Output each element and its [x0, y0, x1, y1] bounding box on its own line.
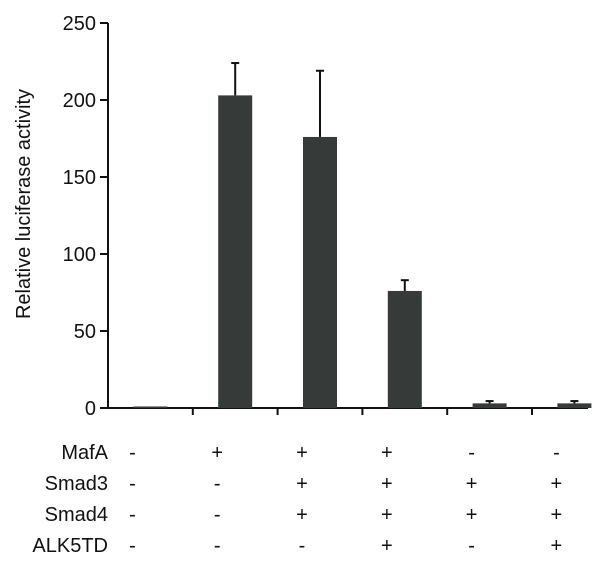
condition-sign: -	[468, 535, 475, 557]
x-axis	[108, 407, 588, 415]
condition-sign: +	[296, 504, 308, 526]
condition-label-alk5td: ALK5TD	[32, 535, 108, 557]
condition-sign: +	[296, 442, 308, 464]
y-tick-label: 150	[63, 167, 96, 189]
condition-label-mafa: MafA	[61, 442, 108, 464]
condition-table: MafA - + + + - -Smad3- - + + + +Smad4- - + + + +ALK5TD - -…	[32, 442, 562, 557]
condition-sign: +	[381, 535, 393, 557]
condition-sign: +	[211, 442, 223, 464]
y-tick-label: 50	[74, 321, 96, 343]
condition-label-smad3: Smad3	[45, 473, 108, 495]
condition-sign: -	[299, 535, 306, 557]
condition-sign: -	[553, 442, 560, 464]
y-tick-label: 0	[85, 398, 96, 420]
y-axis: 0 50 100 150 200 250	[63, 13, 109, 420]
condition-sign: +	[466, 473, 478, 495]
condition-sign: +	[466, 504, 478, 526]
bar-3	[303, 136, 337, 408]
y-axis-label: Relative luciferase activity	[13, 89, 35, 319]
bar-6	[557, 403, 592, 408]
error-bars	[231, 62, 579, 404]
bar-2	[218, 95, 253, 408]
condition-sign: +	[551, 504, 563, 526]
bar-1	[133, 406, 168, 408]
condition-sign: +	[551, 535, 563, 557]
condition-sign: -	[214, 473, 221, 495]
condition-sign: -	[129, 442, 136, 464]
condition-sign: +	[381, 504, 393, 526]
bar-5	[472, 403, 507, 408]
bars	[133, 95, 592, 408]
condition-sign: -	[129, 504, 136, 526]
y-tick-label: 250	[63, 13, 96, 35]
condition-sign: -	[468, 442, 475, 464]
y-tick-label: 100	[63, 244, 96, 266]
bar-4	[387, 290, 422, 408]
condition-sign: +	[296, 473, 308, 495]
condition-sign: +	[551, 473, 563, 495]
condition-sign: -	[129, 535, 136, 557]
condition-sign: -	[129, 473, 136, 495]
condition-sign: -	[214, 504, 221, 526]
condition-sign: +	[381, 442, 393, 464]
y-tick-label: 200	[63, 90, 96, 112]
condition-sign: -	[214, 535, 221, 557]
condition-sign: +	[381, 473, 393, 495]
condition-label-smad4: Smad4	[45, 504, 108, 526]
